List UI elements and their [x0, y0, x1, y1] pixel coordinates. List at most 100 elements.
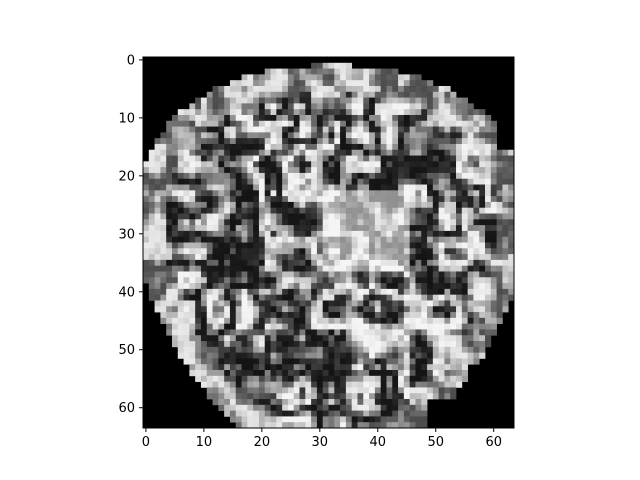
image-pixel	[143, 277, 150, 284]
image-pixel	[287, 271, 295, 278]
image-pixel	[398, 410, 405, 417]
image-pixel	[316, 230, 324, 238]
image-pixel	[224, 387, 231, 394]
image-pixel	[206, 167, 213, 174]
image-pixel	[409, 294, 416, 301]
image-pixel	[340, 201, 347, 209]
image-pixel	[369, 387, 376, 394]
image-pixel	[160, 300, 167, 307]
image-pixel	[206, 155, 213, 162]
image-pixel	[351, 114, 358, 122]
image-pixel	[374, 375, 382, 382]
image-pixel	[206, 306, 213, 313]
image-pixel	[490, 312, 497, 319]
image-pixel	[299, 201, 306, 209]
image-pixel	[432, 352, 439, 359]
image-pixel	[258, 271, 266, 278]
image-pixel	[392, 219, 399, 226]
image-pixel	[293, 283, 300, 290]
image-pixel	[166, 300, 173, 307]
image-pixel	[450, 259, 457, 267]
image-pixel	[392, 277, 399, 284]
image-pixel	[258, 236, 266, 243]
image-pixel	[287, 167, 295, 174]
image-pixel	[444, 306, 451, 313]
image-pixel	[224, 393, 231, 400]
image-pixel	[398, 352, 405, 359]
image-pixel	[409, 201, 416, 209]
image-pixel	[363, 143, 370, 151]
image-pixel	[369, 370, 376, 377]
image-pixel	[502, 190, 509, 197]
image-pixel	[293, 404, 300, 411]
image-pixel	[206, 97, 213, 104]
image-pixel	[461, 219, 468, 226]
image-pixel	[345, 283, 353, 290]
image-pixel	[403, 74, 411, 81]
image-pixel	[322, 381, 329, 388]
image-pixel	[334, 341, 341, 348]
image-pixel	[183, 230, 190, 238]
image-pixel	[264, 178, 271, 185]
image-pixel	[403, 335, 411, 342]
image-pixel	[276, 103, 283, 110]
image-pixel	[322, 149, 329, 156]
image-pixel	[212, 126, 219, 133]
image-pixel	[305, 323, 312, 330]
image-pixel	[282, 375, 289, 382]
image-pixel	[450, 149, 457, 156]
image-pixel	[229, 114, 237, 122]
image-pixel	[415, 190, 422, 197]
image-pixel	[334, 370, 341, 377]
image-pixel	[363, 196, 370, 203]
image-pixel	[206, 109, 213, 116]
image-pixel	[241, 317, 248, 325]
image-pixel	[345, 393, 353, 400]
image-pixel	[189, 178, 196, 185]
image-pixel	[258, 155, 266, 162]
image-pixel	[392, 248, 399, 255]
image-pixel	[351, 277, 358, 284]
image-pixel	[502, 271, 509, 278]
image-pixel	[241, 184, 248, 191]
image-pixel	[409, 126, 416, 133]
image-pixel	[479, 161, 486, 168]
image-pixel	[154, 294, 161, 301]
image-pixel	[456, 172, 463, 180]
image-pixel	[270, 74, 277, 81]
image-pixel	[200, 138, 208, 145]
image-pixel	[247, 109, 254, 116]
image-pixel	[340, 161, 347, 168]
image-pixel	[490, 236, 497, 243]
image-pixel	[328, 236, 335, 243]
image-pixel	[328, 312, 335, 319]
image-pixel	[450, 271, 457, 278]
image-pixel	[403, 85, 411, 93]
image-pixel	[253, 422, 260, 429]
image-pixel	[456, 178, 463, 185]
image-pixel	[189, 306, 196, 313]
image-pixel	[357, 68, 364, 75]
image-pixel	[224, 306, 231, 313]
image-pixel	[438, 207, 445, 214]
image-pixel	[496, 242, 503, 249]
image-pixel	[229, 364, 237, 371]
image-pixel	[363, 201, 370, 209]
image-pixel	[456, 375, 463, 382]
image-pixel	[154, 300, 161, 307]
image-pixel	[461, 225, 468, 232]
image-pixel	[206, 201, 213, 209]
image-pixel	[189, 271, 196, 278]
image-pixel	[258, 399, 266, 406]
image-pixel	[392, 201, 399, 209]
image-pixel	[160, 196, 167, 203]
image-pixel	[247, 120, 254, 127]
image-pixel	[461, 190, 468, 197]
image-pixel	[496, 248, 503, 255]
image-pixel	[485, 265, 492, 272]
image-pixel	[293, 97, 300, 104]
image-pixel	[374, 161, 382, 168]
image-pixel	[305, 416, 312, 423]
image-pixel	[235, 85, 242, 93]
image-pixel	[508, 213, 515, 220]
